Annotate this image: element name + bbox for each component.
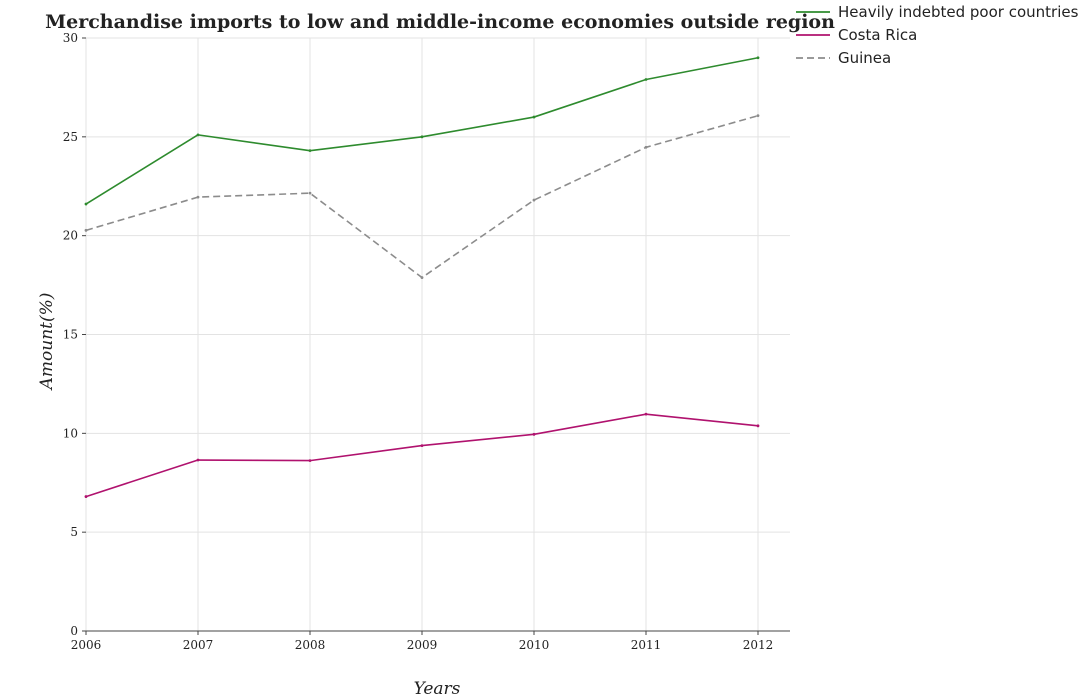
y-axis-title: Amount(%) <box>37 293 57 392</box>
legend: Heavily indebted poor countries Costa Ric… <box>796 3 1079 67</box>
x-tick-label: 2009 <box>407 638 438 652</box>
series-1 <box>84 412 760 498</box>
data-point <box>420 444 424 447</box>
series-0 <box>84 56 760 206</box>
y-tick-label: 5 <box>70 525 78 539</box>
data-point <box>420 276 424 279</box>
x-axis-title: Years <box>414 679 461 699</box>
data-point <box>308 191 312 195</box>
data-point <box>532 432 536 436</box>
data-point <box>756 424 760 428</box>
y-tick-label: 15 <box>63 328 78 342</box>
data-point <box>84 228 88 232</box>
y-tick-label: 25 <box>63 130 78 144</box>
data-point <box>84 202 88 206</box>
x-tick-label: 2006 <box>71 638 102 652</box>
data-point <box>532 115 536 119</box>
data-point <box>196 195 200 199</box>
x-tick-label: 2011 <box>631 638 662 652</box>
legend-label: Heavily indebted poor countries <box>838 3 1079 21</box>
x-tick-label: 2010 <box>519 638 550 652</box>
data-point <box>196 133 200 137</box>
y-tick-label: 0 <box>70 624 78 638</box>
grid <box>85 37 790 632</box>
axes: 0 5 10 15 20 25 30 2006 2007 2008 2009 2010 2011 2012 <box>63 31 790 652</box>
chart-title: Merchandise imports to low and middle-in… <box>45 11 835 33</box>
x-tick-label: 2007 <box>183 638 214 652</box>
data-point <box>756 114 760 118</box>
data-point <box>84 495 88 498</box>
y-tick-label: 30 <box>63 31 78 45</box>
data-point <box>644 145 648 149</box>
data-point <box>308 149 312 153</box>
legend-label: Costa Rica <box>838 26 917 44</box>
data-point <box>644 78 648 81</box>
data-point <box>644 412 648 416</box>
y-tick-label: 20 <box>63 229 78 243</box>
y-tick-label: 10 <box>63 426 78 440</box>
series-2 <box>84 114 760 279</box>
x-tick-label: 2008 <box>295 638 326 652</box>
data-point <box>308 459 312 463</box>
data-point <box>420 135 424 139</box>
data-point <box>196 458 200 462</box>
data-point <box>756 56 760 60</box>
legend-label: Guinea <box>838 49 891 67</box>
x-tick-label: 2012 <box>743 638 774 652</box>
data-point <box>532 198 536 202</box>
series <box>84 56 760 498</box>
